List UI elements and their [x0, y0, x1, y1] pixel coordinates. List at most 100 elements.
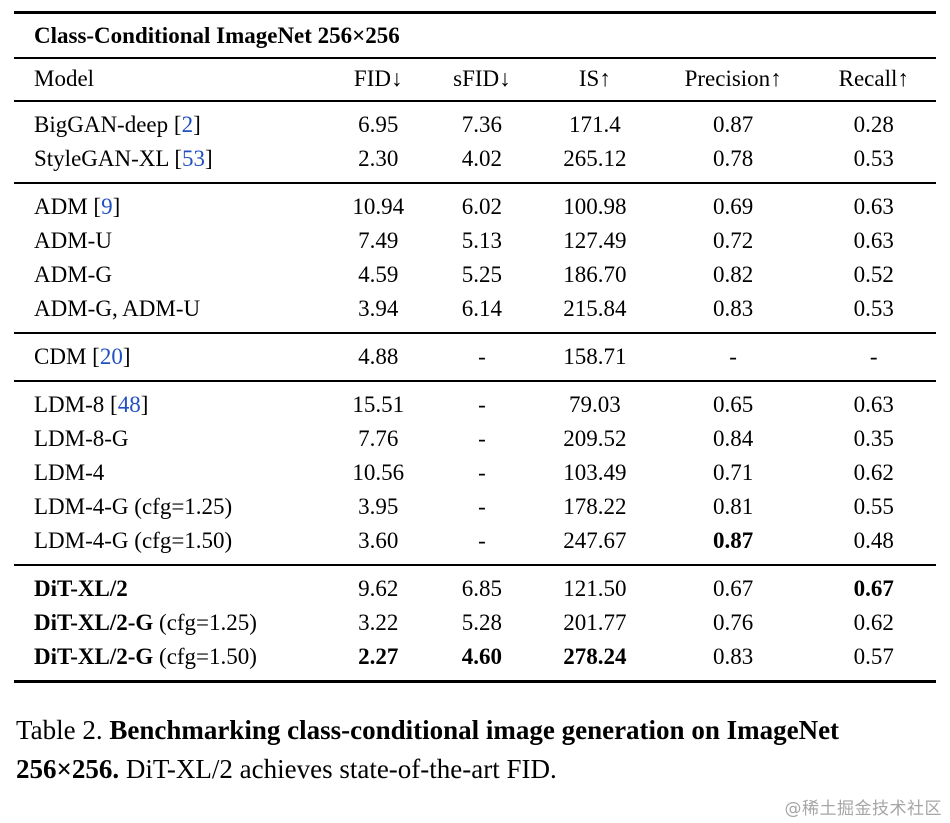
value-cell-precision: 0.83 [713, 644, 754, 669]
value-cell-recall: - [869, 344, 878, 369]
table-row: LDM-4-G (cfg=1.25) 3.95 - 178.22 0.81 0.55 [14, 490, 936, 524]
table-row: ADM-G, ADM-U 3.94 6.14 215.84 0.83 0.53 [14, 292, 936, 333]
value-cell-sfid: 6.02 [461, 194, 503, 219]
value-cell-fid: 9.62 [358, 576, 399, 601]
value-cell-precision: 0.81 [713, 494, 754, 519]
table-row: DiT-XL/2-G (cfg=1.25) 3.22 5.28 201.77 0.76 0… [14, 606, 936, 640]
value-cell-sfid: 6.85 [461, 576, 503, 601]
value-cell-fid: 3.60 [358, 528, 399, 553]
table-row: DiT-XL/2 9.62 6.85 121.50 0.67 0.67 [14, 565, 936, 606]
value-cell-recall: 0.63 [853, 228, 894, 253]
value-cell-is: 171.4 [568, 112, 621, 137]
value-cell-is: 79.03 [568, 392, 621, 417]
model-name: DiT-XL/2-G [34, 644, 154, 669]
table-head: Class-Conditional ImageNet 256×256 Model… [14, 12, 936, 102]
value-cell-precision: 0.65 [713, 392, 754, 417]
model-cell: LDM-8-G [14, 422, 327, 456]
value-cell-fid: 2.30 [358, 146, 399, 171]
citation-link[interactable]: 20 [99, 344, 123, 369]
value-cell-precision: 0.83 [713, 296, 754, 321]
table-row: LDM-8 [48] 15.51 - 79.03 0.65 0.63 [14, 381, 936, 422]
value-cell-sfid: 5.13 [461, 228, 503, 253]
value-cell-recall: 0.63 [853, 392, 894, 417]
table-row: ADM-G 4.59 5.25 186.70 0.82 0.52 [14, 258, 936, 292]
model-cell: LDM-4 [14, 456, 327, 490]
value-cell-sfid: 5.25 [461, 262, 503, 287]
value-cell-precision: 0.76 [713, 610, 754, 635]
value-cell-is: 278.24 [563, 644, 627, 669]
table-row: StyleGAN-XL [53] 2.30 4.02 265.12 0.78 0.53 [14, 142, 936, 183]
value-cell-fid: 7.76 [358, 426, 399, 451]
model-name: ADM [34, 194, 88, 219]
model-cell: LDM-4-G (cfg=1.50) [14, 524, 327, 565]
value-cell-precision: 0.87 [713, 528, 754, 553]
value-cell-recall: 0.57 [853, 644, 894, 669]
value-cell-fid: 4.59 [358, 262, 399, 287]
model-name: LDM-4-G (cfg=1.25) [34, 494, 233, 519]
value-cell-recall: 0.67 [853, 576, 894, 601]
value-cell-sfid: - [478, 528, 486, 553]
column-header-sfid: sFID↓ [428, 58, 535, 102]
value-cell-precision: 0.67 [713, 576, 754, 601]
value-cell-fid: 15.51 [352, 392, 405, 417]
citation-link[interactable]: 2 [181, 112, 194, 137]
table-row: BigGAN-deep [2] 6.95 7.36 171.4 0.87 0.28 [14, 101, 936, 142]
value-cell-fid: 3.94 [358, 296, 399, 321]
caption-rest: DiT-XL/2 achieves state-of-the-art FID. [119, 754, 557, 785]
table-row: LDM-8-G 7.76 - 209.52 0.84 0.35 [14, 422, 936, 456]
value-cell-fid: 10.94 [352, 194, 405, 219]
table-row: CDM [20] 4.88 - 158.71 - - [14, 333, 936, 381]
table-row: ADM-U 7.49 5.13 127.49 0.72 0.63 [14, 224, 936, 258]
value-cell-is: 103.49 [563, 460, 627, 485]
value-cell-sfid: - [478, 426, 486, 451]
model-config: (cfg=1.25) [153, 610, 257, 635]
column-header-precision: Precision↑ [654, 58, 812, 102]
citation-link[interactable]: 53 [182, 146, 205, 171]
value-cell-recall: 0.62 [853, 460, 894, 485]
table-group: DiT-XL/2 9.62 6.85 121.50 0.67 0.67 DiT-XL/2-G… [14, 565, 936, 682]
table-title-row: Class-Conditional ImageNet 256×256 [14, 12, 936, 59]
caption-label: Table 2. [16, 715, 110, 745]
citation-link[interactable]: 9 [101, 194, 113, 219]
value-cell-recall: 0.48 [853, 528, 894, 553]
model-cell: ADM-G [14, 258, 327, 292]
table-caption: Table 2. Benchmarking class-conditional … [16, 711, 934, 789]
value-cell-fid: 3.22 [358, 610, 399, 635]
value-cell-fid: 3.95 [358, 494, 399, 519]
column-header-model: Model [14, 58, 328, 102]
model-name: LDM-4-G (cfg=1.50) [34, 528, 233, 553]
value-cell-is: 201.77 [563, 610, 627, 635]
value-cell-sfid: 4.02 [461, 146, 503, 171]
value-cell-fid: 10.56 [352, 460, 405, 485]
citation-link[interactable]: 48 [117, 392, 141, 417]
model-cell: ADM [9] [34, 194, 121, 219]
value-cell-recall: 0.28 [853, 112, 894, 137]
value-cell-fid: 2.27 [358, 644, 399, 669]
model-name: LDM-8-G [34, 426, 129, 451]
model-cell: DiT-XL/2-G (cfg=1.50) [14, 640, 327, 682]
model-cell: ADM-U [14, 224, 327, 258]
value-cell-precision: 0.71 [713, 460, 754, 485]
value-cell-sfid: - [478, 344, 486, 369]
watermark: @稀土掘金技术社区 [784, 799, 942, 819]
model-name: StyleGAN-XL [34, 146, 169, 171]
model-name: LDM-8 [34, 392, 105, 417]
paper-page: Class-Conditional ImageNet 256×256 Model… [14, 11, 936, 789]
model-name: DiT-XL/2 [34, 576, 128, 601]
table-group: CDM [20] 4.88 - 158.71 - - [14, 333, 936, 381]
model-name: DiT-XL/2-G [34, 610, 154, 635]
value-cell-recall: 0.55 [853, 494, 894, 519]
model-name: LDM-4 [34, 460, 105, 485]
table-group: BigGAN-deep [2] 6.95 7.36 171.4 0.87 0.28 Styl… [14, 101, 936, 183]
model-cell: DiT-XL/2-G (cfg=1.25) [14, 606, 327, 640]
value-cell-precision: 0.69 [713, 194, 754, 219]
value-cell-precision: 0.84 [713, 426, 754, 451]
table-row: LDM-4-G (cfg=1.50) 3.60 - 247.67 0.87 0.48 [14, 524, 936, 565]
column-header-is: IS↑ [534, 58, 655, 102]
table-row: LDM-4 10.56 - 103.49 0.71 0.62 [14, 456, 936, 490]
value-cell-fid: 4.88 [358, 344, 399, 369]
value-cell-is: 265.12 [563, 146, 627, 171]
value-cell-recall: 0.53 [853, 146, 894, 171]
value-cell-is: 100.98 [563, 194, 627, 219]
value-cell-recall: 0.62 [853, 610, 894, 635]
